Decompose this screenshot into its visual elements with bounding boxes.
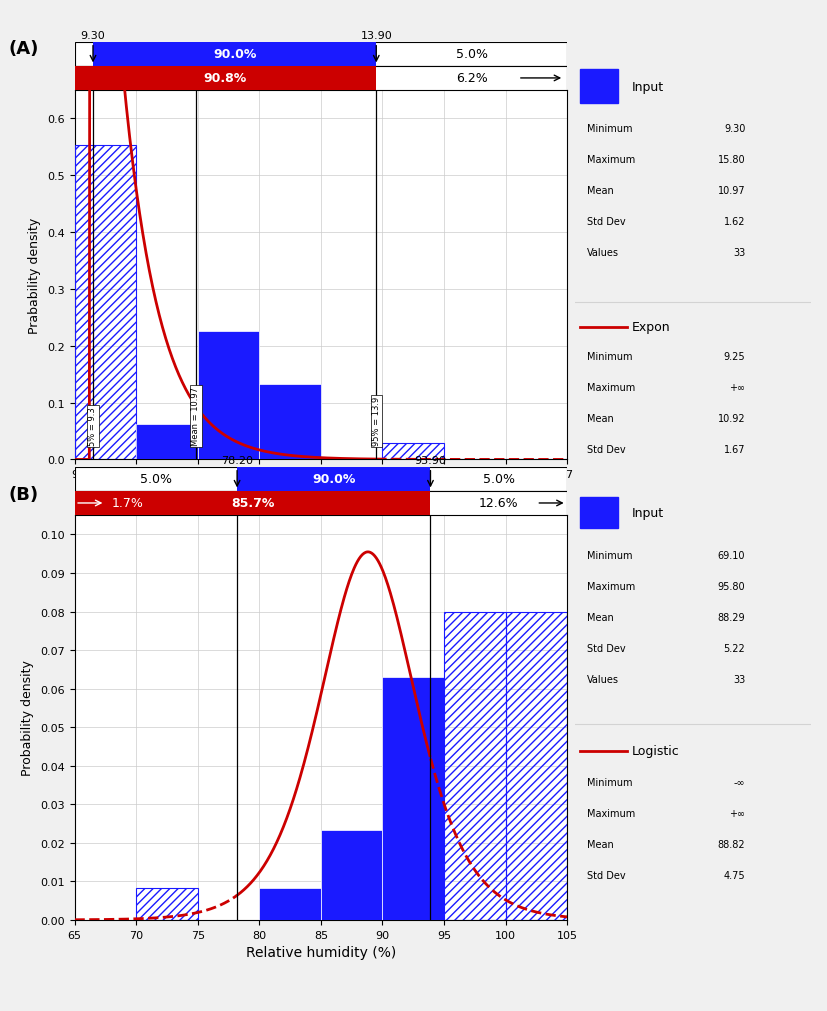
Text: 85.7%: 85.7% [231, 497, 274, 510]
Text: 9.30: 9.30 [723, 123, 744, 133]
Text: 9.25: 9.25 [723, 352, 744, 361]
Text: 33: 33 [732, 674, 744, 684]
Text: 1.67: 1.67 [723, 445, 744, 455]
Bar [136, 888, 198, 920]
Bar [136, 425, 198, 460]
Text: 1.62: 1.62 [723, 216, 744, 226]
Bar [74, 67, 566, 91]
Bar [74, 67, 375, 91]
Bar [74, 491, 430, 516]
Bar [237, 467, 430, 491]
Text: +∞: +∞ [729, 808, 744, 818]
Text: 5.0%: 5.0% [482, 473, 514, 485]
X-axis label: Relative humidity (%): Relative humidity (%) [246, 945, 395, 959]
Text: Logistic: Logistic [631, 744, 679, 757]
Bar [443, 612, 505, 920]
Y-axis label: Probability density: Probability density [22, 660, 35, 775]
Bar [259, 385, 320, 460]
Bar [580, 497, 617, 529]
Text: Mean: Mean [586, 186, 614, 195]
Text: 4.75: 4.75 [723, 870, 744, 881]
Text: (B): (B) [8, 485, 38, 503]
Text: Mean: Mean [586, 413, 614, 424]
Text: 13.90: 13.90 [360, 30, 392, 40]
Bar [74, 467, 566, 491]
Text: 5.0%: 5.0% [455, 49, 487, 61]
Bar [198, 332, 259, 460]
Text: 95% = 13.9: 95% = 13.9 [371, 396, 380, 446]
Text: 10.97: 10.97 [717, 186, 744, 195]
Text: -∞: -∞ [733, 777, 744, 788]
Text: Minimum: Minimum [586, 123, 632, 133]
Bar [74, 146, 136, 460]
Text: Minimum: Minimum [586, 550, 632, 560]
Text: Input: Input [631, 81, 663, 93]
Text: Maximum: Maximum [586, 155, 635, 165]
Text: 90.8%: 90.8% [203, 73, 246, 85]
Text: 9.30: 9.30 [80, 30, 105, 40]
Text: Mean: Mean [586, 613, 614, 623]
Text: Values: Values [586, 674, 619, 684]
Bar [259, 888, 321, 920]
Text: Mean = 10.97: Mean = 10.97 [191, 387, 200, 446]
Text: 33: 33 [732, 248, 744, 258]
Text: Maximum: Maximum [586, 581, 635, 591]
Text: 5.22: 5.22 [723, 644, 744, 654]
Text: 90.0%: 90.0% [312, 473, 355, 485]
Text: 10.92: 10.92 [717, 413, 744, 424]
Bar [580, 71, 617, 103]
Bar [321, 830, 382, 920]
Title: RiskExpon(1.6727,RiskShift(9.2493)): RiskExpon(1.6727,RiskShift(9.2493)) [206, 76, 435, 88]
Text: 5% = 9.3: 5% = 9.3 [88, 407, 98, 446]
Text: 12.6%: 12.6% [479, 497, 518, 510]
Text: 93.90: 93.90 [414, 455, 446, 465]
Text: 69.10: 69.10 [717, 550, 744, 560]
Text: 88.82: 88.82 [717, 839, 744, 849]
Text: Values: Values [586, 248, 619, 258]
Text: 90.0%: 90.0% [213, 49, 256, 61]
Text: Minimum: Minimum [586, 352, 632, 361]
Text: 5.0%: 5.0% [140, 473, 171, 485]
Text: Expon: Expon [631, 320, 670, 334]
Text: Input: Input [631, 507, 663, 520]
Text: 6.2%: 6.2% [456, 73, 487, 85]
Text: Std Dev: Std Dev [586, 445, 625, 455]
Bar [74, 491, 566, 516]
Text: 95.80: 95.80 [717, 581, 744, 591]
Text: 1.7%: 1.7% [112, 497, 143, 510]
Text: Maximum: Maximum [586, 808, 635, 818]
X-axis label: Temperature (oC): Temperature (oC) [260, 485, 381, 499]
Text: Maximum: Maximum [586, 382, 635, 392]
Text: Std Dev: Std Dev [586, 870, 625, 881]
Text: +∞: +∞ [729, 382, 744, 392]
Bar [382, 444, 443, 460]
Text: 78.20: 78.20 [221, 455, 253, 465]
Text: 88.29: 88.29 [717, 613, 744, 623]
Text: Minimum: Minimum [586, 777, 632, 788]
Text: Std Dev: Std Dev [586, 216, 625, 226]
Bar [93, 42, 375, 67]
Bar [382, 677, 443, 920]
Text: (A): (A) [8, 40, 39, 59]
Text: Std Dev: Std Dev [586, 644, 625, 654]
Text: 15.80: 15.80 [717, 155, 744, 165]
Title: RiskLogistic(88.8221,2.6187): RiskLogistic(88.8221,2.6187) [229, 500, 412, 513]
Y-axis label: Prabability density: Prabability density [28, 217, 41, 334]
Bar [74, 42, 566, 67]
Bar [505, 612, 566, 920]
Text: Mean: Mean [586, 839, 614, 849]
